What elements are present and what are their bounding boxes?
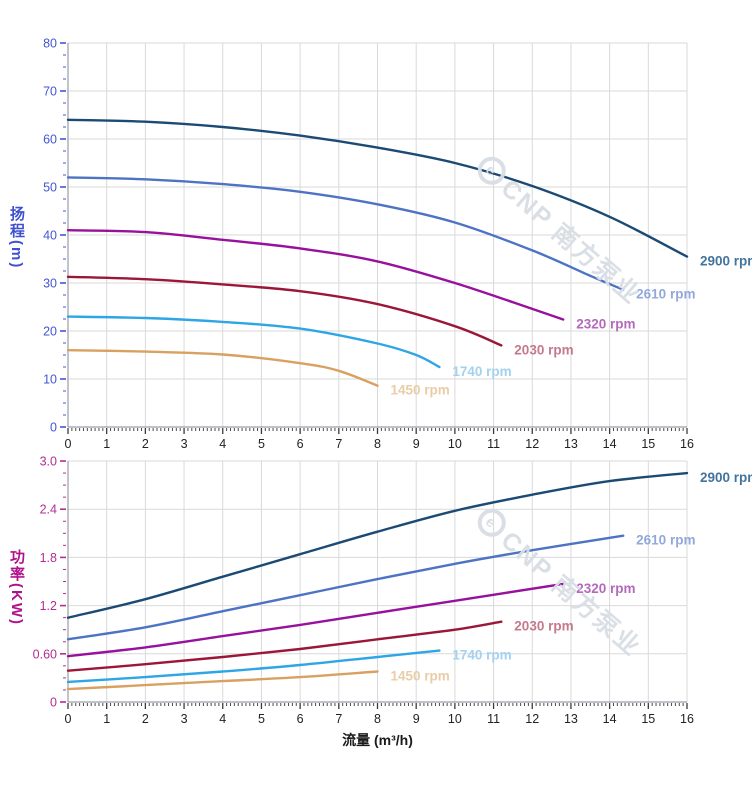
- x-tick-label: 13: [564, 437, 578, 451]
- curve-2320-rpm-power: [66, 582, 565, 658]
- x-tick-label: 1: [103, 712, 110, 726]
- label-2900-rpm-head: 2900 rpm: [700, 254, 752, 269]
- x-tick-label: 12: [525, 437, 539, 451]
- x-tick-label: 11: [487, 712, 500, 726]
- y-tick-label: 80: [43, 37, 57, 51]
- y-tick-label: 70: [43, 85, 57, 99]
- curve-1450-rpm-power: [66, 670, 379, 691]
- x-tick-label: 9: [413, 712, 420, 726]
- x-tick-label: 5: [258, 712, 265, 726]
- x-tick-label: 9: [413, 437, 420, 451]
- y-tick-label: 50: [43, 181, 57, 195]
- x-tick-label: 0: [65, 437, 72, 451]
- label-2610-rpm-head: 2610 rpm: [636, 287, 695, 302]
- y-tick-label: 3.0: [40, 455, 57, 469]
- y-tick-label: 20: [43, 325, 57, 339]
- x-tick-label: 3: [181, 712, 188, 726]
- power-chart: 0 1 2 3 4 5 6 7 8 9 10 11 12 13 14 15 1600.601.21.82.43.…: [33, 455, 752, 726]
- y-tick-label: 0: [50, 421, 57, 435]
- y-tick-label: 60: [43, 133, 57, 147]
- y-tick-label: 0: [50, 696, 57, 710]
- x-tick-label: 6: [297, 437, 304, 451]
- x-tick-label: 6: [297, 712, 304, 726]
- x-tick-label: 2: [142, 437, 149, 451]
- label-1740-rpm-head: 1740 rpm: [452, 364, 511, 379]
- curve-2610-rpm-head: [66, 176, 625, 291]
- curve-2030-rpm-power: [66, 620, 503, 672]
- label-2900-rpm-power: 2900 rpm: [700, 470, 752, 485]
- curve-2610-rpm-power: [66, 534, 625, 641]
- label-1450-rpm-head: 1450 rpm: [391, 383, 450, 398]
- label-2030-rpm-power: 2030 rpm: [514, 619, 573, 634]
- label-2030-rpm-head: 2030 rpm: [514, 342, 573, 357]
- curve-1740-rpm-head: [66, 315, 441, 369]
- label-2320-rpm-head: 2320 rpm: [576, 316, 635, 331]
- y-tick-label: 30: [43, 277, 57, 291]
- x-tick-label: 2: [142, 712, 149, 726]
- curve-2320-rpm-head: [66, 229, 565, 321]
- x-tick-label: 3: [181, 437, 188, 451]
- curve-2900-rpm-power: [66, 471, 689, 619]
- x-tick-label: 7: [335, 437, 342, 451]
- x-tick-label: 16: [680, 712, 694, 726]
- x-tick-label: 8: [374, 437, 381, 451]
- x-tick-label: 10: [448, 437, 462, 451]
- label-1740-rpm-power: 1740 rpm: [452, 648, 511, 663]
- x-tick-label: 14: [603, 712, 617, 726]
- x-tick-label: 4: [219, 712, 226, 726]
- x-tick-label: 12: [525, 712, 539, 726]
- x-tick-label: 16: [680, 437, 694, 451]
- y-tick-label: 10: [43, 373, 57, 387]
- curve-2030-rpm-head: [66, 275, 503, 347]
- curve-2900-rpm-head: [66, 118, 689, 258]
- curve-1740-rpm-power: [66, 649, 441, 684]
- label-1450-rpm-power: 1450 rpm: [391, 668, 450, 683]
- y-tick-label: 1.2: [40, 599, 57, 613]
- y-tick-label: 40: [43, 229, 57, 243]
- head-y-axis-title: 扬程(m): [8, 206, 25, 270]
- x-tick-label: 8: [374, 712, 381, 726]
- x-tick-label: 5: [258, 437, 265, 451]
- y-tick-label: 2.4: [40, 503, 57, 517]
- x-tick-label: 15: [641, 437, 655, 451]
- label-2320-rpm-power: 2320 rpm: [576, 581, 635, 596]
- x-tick-label: 7: [335, 712, 342, 726]
- y-tick-label: 0.60: [33, 647, 57, 661]
- x-tick-label: 4: [219, 437, 226, 451]
- x-tick-label: 10: [448, 712, 462, 726]
- head-chart: 0 1 2 3 4 5 6 7 8 9 10 11 12 13 14 15 160102030405060708…: [43, 37, 752, 452]
- x-tick-label: 13: [564, 712, 578, 726]
- x-tick-label: 15: [641, 712, 655, 726]
- x-tick-label: 11: [487, 437, 500, 451]
- label-2610-rpm-power: 2610 rpm: [636, 533, 695, 548]
- y-tick-label: 1.8: [40, 551, 57, 565]
- power-y-axis-title: 功率(KW): [8, 549, 25, 626]
- x-tick-label: 14: [603, 437, 617, 451]
- flow-x-axis-title: 流量 (m³/h): [342, 732, 413, 748]
- curve-1450-rpm-head: [66, 349, 379, 387]
- x-tick-label: 0: [65, 712, 72, 726]
- x-tick-label: 1: [103, 437, 110, 451]
